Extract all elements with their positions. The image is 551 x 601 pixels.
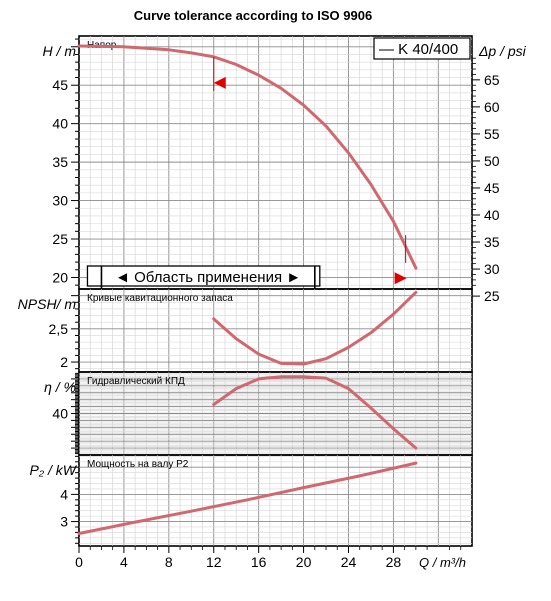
series-line	[212, 290, 418, 366]
series-line	[77, 44, 418, 270]
panel-2: 2 2,5 NPSH/ m Кривые кавитационного запаса	[18, 288, 473, 373]
y-axis-label: NPSH/ m	[18, 296, 77, 312]
y-tick-label: 25	[52, 231, 68, 247]
y-tick-label: 40	[52, 116, 68, 132]
y-axis-label: η / %	[44, 379, 76, 395]
x-tick-label: 8	[165, 554, 173, 570]
right-axis-label: Δp / psi	[478, 43, 527, 59]
tolerance-marker	[394, 272, 407, 285]
legend: — K 40/400	[373, 37, 471, 60]
panel-label: Кривые кавитационного запаса	[87, 293, 233, 304]
legend-box	[373, 37, 471, 60]
tolerance-marker	[213, 76, 226, 89]
right-tick-label: 50	[484, 153, 500, 169]
x-tick-label: 16	[251, 554, 267, 570]
right-tick-label: 35	[484, 234, 500, 250]
right-tick-label: 25	[484, 288, 500, 304]
y-tick-label: 35	[52, 154, 68, 170]
x-tick-label: 24	[341, 554, 357, 570]
series-line	[77, 461, 418, 535]
y-tick-label: 30	[52, 193, 68, 209]
y-tick-label: 45	[52, 77, 68, 93]
y-tick-label: 4	[60, 486, 68, 502]
x-tick-label: 12	[206, 554, 222, 570]
series-line	[212, 375, 418, 450]
x-axis-label: Q / m³/h	[419, 555, 466, 570]
legend-entry: — K 40/400	[379, 41, 458, 58]
x-tick-label: 0	[75, 554, 83, 570]
application-range-box	[86, 265, 321, 287]
x-axis: 0 4 8 12 16 20 24 28 Q / m³/h	[75, 546, 466, 570]
x-tick-label: 28	[386, 554, 402, 570]
y-tick-label: 40	[52, 406, 68, 422]
right-tick-label: 65	[484, 72, 500, 88]
x-tick-label: 4	[120, 554, 128, 570]
right-tick-label: 45	[484, 180, 500, 196]
y-axis-label: H / m	[43, 43, 77, 59]
y-tick-label: 3	[60, 514, 68, 530]
right-tick-label: 60	[484, 99, 500, 115]
y-tick-label: 2,5	[49, 321, 69, 337]
application-range-label: ◄ Область применения ►	[115, 269, 301, 286]
chart-title: Curve tolerance according to ISO 9906	[134, 8, 372, 23]
panel-label: Мощность на валу P2	[87, 459, 189, 470]
y-tick-label: 20	[52, 269, 68, 285]
right-tick-label: 55	[484, 126, 500, 142]
y-tick-label: 2	[60, 354, 68, 370]
panel-frame	[78, 454, 473, 547]
right-tick-label: 40	[484, 207, 500, 223]
y-axis-label: P₂ / kW	[29, 462, 77, 478]
panel-3: 40 η / % Гидравлический КПД	[44, 371, 473, 456]
panel-label: Гидравлический КПД	[87, 376, 185, 387]
right-tick-label: 30	[484, 261, 500, 277]
x-tick-label: 20	[296, 554, 312, 570]
application-range: ◄ Область применения ►	[86, 265, 321, 289]
panel-4: 3 4 P₂ / kW Мощность на валу P2	[29, 454, 473, 547]
